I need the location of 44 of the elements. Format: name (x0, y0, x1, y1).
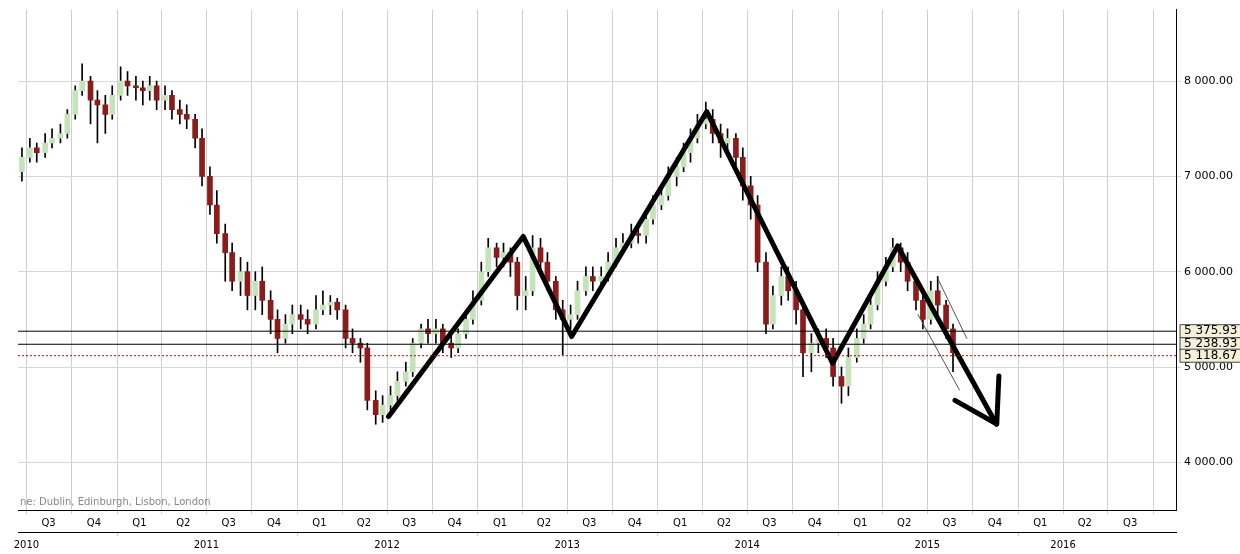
x-tick-label: Q1 (312, 516, 327, 528)
x-tick-label: Q2 (716, 516, 732, 528)
x-tick-label: Q4 (987, 516, 1003, 528)
candlestick (327, 295, 334, 315)
candlestick (320, 290, 326, 315)
annotation: ne: Dublin, Edinburgh, Lisbon, London (20, 495, 211, 507)
y-tick-label: 8 000.00 (1184, 73, 1233, 87)
y-tick-label: 5 000.00 (1184, 359, 1233, 373)
x-tick-label: Q4 (447, 516, 462, 528)
x-tick-label: Q3 (221, 516, 236, 528)
x2-tick-label: 2016 (1050, 538, 1076, 550)
x-tick-label: Q1 (1033, 516, 1048, 528)
x-tick-label: Q3 (41, 516, 56, 528)
x2-tick-label: 2013 (554, 538, 580, 550)
x-tick-label: Q4 (807, 516, 822, 528)
x-tick-label: Q1 (492, 516, 508, 528)
x-tick-label: Q2 (356, 516, 371, 528)
x-tick-label: Q4 (266, 516, 282, 528)
x-tick-label: Q3 (762, 516, 777, 528)
ref-line-label: 5 375.93 (1184, 323, 1238, 338)
x2-tick-label: 2011 (193, 538, 220, 550)
x-tick-label: Q1 (673, 516, 688, 528)
x-tick-label: Q4 (627, 516, 642, 528)
x2-tick-label: 2014 (734, 538, 760, 550)
x-tick-label: Q1 (132, 516, 147, 528)
candlestick (146, 75, 153, 101)
candlestick (162, 85, 168, 111)
x-tick-label: Q4 (86, 516, 102, 528)
x-tick-label: Q2 (1077, 516, 1092, 528)
x-tick-label: Q3 (942, 516, 957, 528)
x-tick-label: Q1 (853, 516, 868, 528)
x-tick-label: Q2 (176, 516, 191, 528)
x2-tick-label: 2010 (13, 538, 40, 550)
candlestick (49, 128, 55, 149)
x2-tick-label: 2015 (914, 538, 941, 550)
x-tick-label: Q3 (582, 516, 597, 528)
x-tick-label: Q3 (1123, 516, 1138, 528)
y-tick-label: 6 000.00 (1184, 264, 1233, 278)
y-tick-label: 7 000.00 (1184, 169, 1233, 183)
x2-tick-label: 2012 (374, 538, 400, 550)
x-tick-label: Q3 (402, 516, 417, 528)
x-tick-label: Q2 (536, 516, 552, 528)
y-tick-label: 4 000.00 (1184, 455, 1233, 469)
x-tick-label: Q2 (897, 516, 912, 528)
